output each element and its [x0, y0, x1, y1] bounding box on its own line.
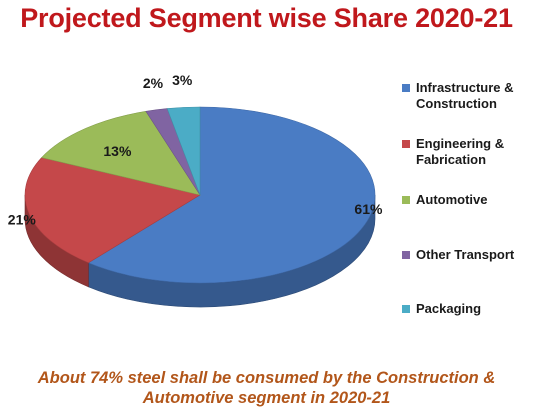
legend-swatch [402, 196, 410, 204]
legend-swatch [402, 84, 410, 92]
caption: About 74% steel shall be consumed by the… [0, 368, 533, 408]
data-label-2: 13% [103, 143, 132, 159]
chart-title: Projected Segment wise Share 2020-21 [20, 3, 513, 33]
data-label-3: 2% [143, 75, 164, 91]
legend-label: Automotive [416, 192, 488, 207]
pie-slice-1 [24, 157, 201, 264]
legend-swatch [402, 305, 410, 313]
legend-label: Engineering & Fabrication [416, 136, 505, 167]
legend-label: Packaging [416, 301, 482, 316]
legend-label: Other Transport [416, 247, 515, 262]
data-label-1: 21% [8, 212, 37, 228]
pie-slice-4 [166, 106, 201, 196]
legend-label: Infrastructure & Construction [416, 80, 514, 111]
pie-slice-2 [41, 110, 201, 196]
pie-data-labels: 61% 21% 13% 2% 3% [8, 72, 383, 227]
legend-swatch [402, 140, 410, 148]
caption-line-1: About 74% steel shall be consumed by the… [37, 369, 496, 387]
pie-slices [24, 106, 376, 284]
data-label-0: 61% [354, 201, 383, 217]
legend-swatch [402, 251, 410, 259]
pie-slice-0 [87, 106, 376, 284]
data-label-4: 3% [172, 72, 193, 88]
caption-line-2: Automotive segment in 2020-21 [142, 389, 391, 407]
